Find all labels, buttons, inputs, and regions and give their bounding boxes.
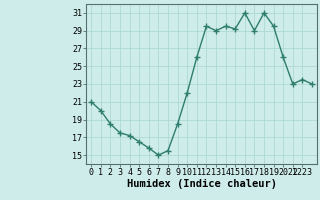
X-axis label: Humidex (Indice chaleur): Humidex (Indice chaleur) (127, 179, 276, 189)
